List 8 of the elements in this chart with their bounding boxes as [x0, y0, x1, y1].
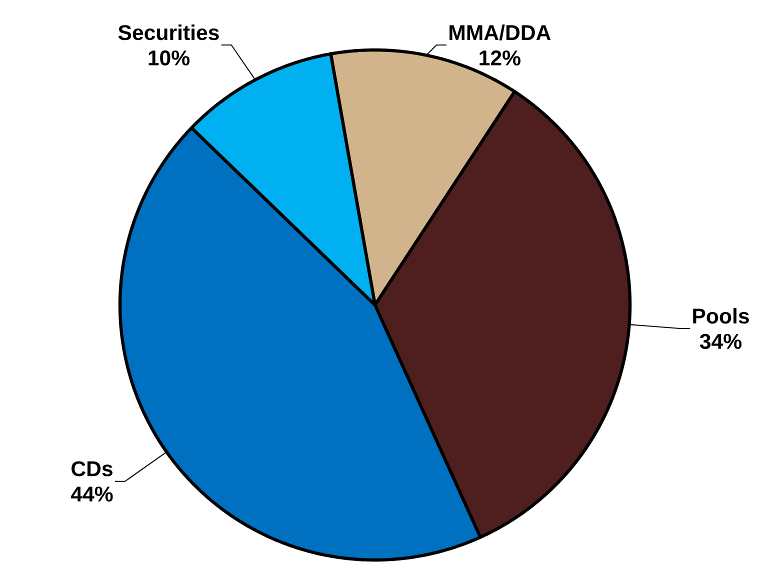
data-label: 44% [70, 486, 113, 502]
data-label: 10% [148, 50, 190, 66]
data-label: 12% [480, 50, 520, 66]
slice-label: Pools [693, 308, 749, 324]
slice-label: CDs [72, 461, 112, 476]
data-label: 34% [700, 334, 742, 349]
slice-label: Securities [118, 24, 219, 40]
slice-label: MMA/DDA [450, 24, 551, 40]
